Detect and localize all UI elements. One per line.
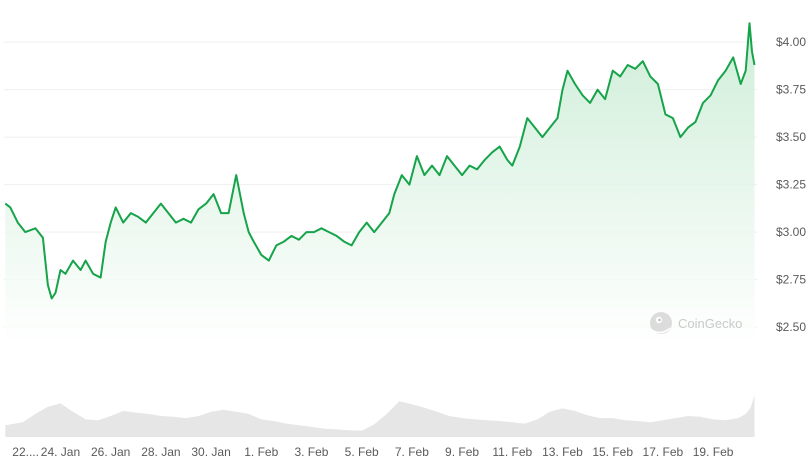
volume-bars — [5, 395, 755, 437]
gecko-logo-icon — [650, 312, 672, 334]
x-tick-label: 22.... — [12, 445, 39, 459]
watermark-text: CoinGecko — [678, 316, 742, 331]
y-axis: $2.50 $2.75 $3.00 $3.25 $3.50 $3.75 $4.00 — [776, 35, 806, 334]
price-area — [5, 23, 755, 346]
x-tick-label: 9. Feb — [445, 445, 479, 459]
x-tick-label: 19. Feb — [693, 445, 734, 459]
y-tick-label: $3.50 — [776, 130, 806, 144]
x-tick-label: 26. Jan — [91, 445, 130, 459]
x-tick-label: 24. Jan — [41, 445, 80, 459]
x-tick-label: 1. Feb — [244, 445, 278, 459]
price-line — [4, 22, 756, 300]
y-tick-label: $2.75 — [776, 273, 806, 287]
y-tick-label: $3.75 — [776, 83, 806, 97]
x-tick-label: 5. Feb — [345, 445, 379, 459]
volume-area — [5, 395, 755, 437]
watermark: CoinGecko — [650, 312, 742, 334]
x-tick-label: 11. Feb — [492, 445, 532, 459]
y-tick-label: $4.00 — [776, 35, 806, 49]
x-tick-label: 15. Feb — [592, 445, 633, 459]
x-tick-label: 17. Feb — [643, 445, 684, 459]
y-tick-label: $2.50 — [776, 320, 806, 334]
x-axis: 22.... 24. Jan 26. Jan 28. Jan 30. Jan 1. Feb… — [12, 445, 733, 459]
x-tick-label: 3. Feb — [294, 445, 328, 459]
x-tick-label: 13. Feb — [542, 445, 583, 459]
y-tick-label: $3.00 — [776, 225, 806, 239]
x-tick-label: 28. Jan — [141, 445, 180, 459]
x-tick-label: 30. Jan — [191, 445, 230, 459]
y-tick-label: $3.25 — [776, 178, 806, 192]
x-tick-label: 7. Feb — [395, 445, 429, 459]
